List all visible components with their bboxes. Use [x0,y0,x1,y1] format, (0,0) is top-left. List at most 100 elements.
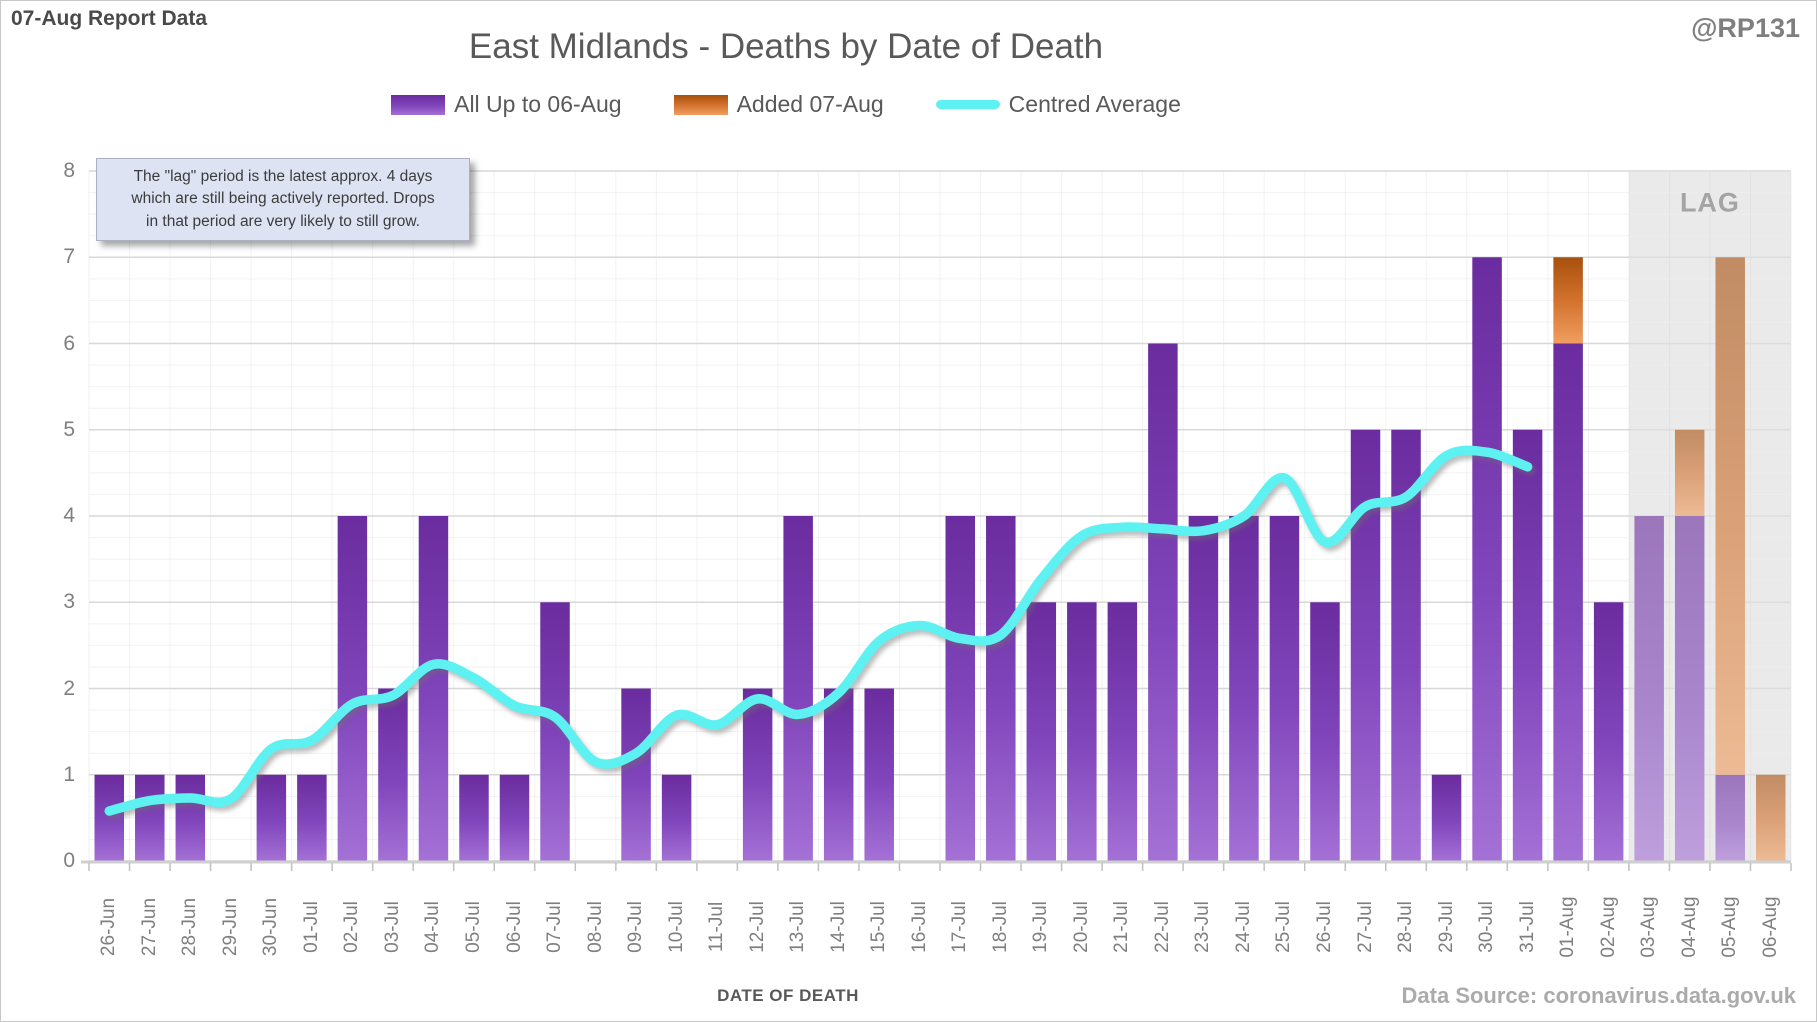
x-axis-title: DATE OF DEATH [717,986,859,1005]
x-tick-06-Aug: 06-Aug [1759,896,1781,958]
bar-purple-30-Jun [256,774,287,861]
x-tick-14-Jul: 14-Jul [827,901,849,953]
y-tick-1: 1 [63,762,75,786]
bar-purple-26-Jul [1310,602,1340,861]
bar-purple-24-Jul [1229,516,1259,861]
x-tick-27-Jun: 27-Jun [138,897,160,957]
x-tick-31-Jul: 31-Jul [1516,901,1538,953]
author-handle: @RP131 [1691,13,1800,43]
lag-region-overlay [1628,171,1791,861]
x-tick-19-Jul: 19-Jul [1030,901,1052,953]
legend-label-all-up-to: All Up to 06-Aug [454,91,622,117]
x-tick-13-Jul: 13-Jul [787,901,809,953]
bar-orange-04-Aug [1674,429,1705,516]
x-tick-17-Jul: 17-Jul [949,901,971,953]
orange-series-swatch [673,94,728,115]
bar-purple-14-Jul [823,688,854,861]
x-tick-11-Jul: 11-Jul [706,901,728,953]
x-tick-03-Aug: 03-Aug [1638,896,1660,958]
legend-item-centred-average: Centred Average [935,91,1181,118]
bar-orange-01-Aug [1553,257,1583,344]
x-tick-21-Jul: 21-Jul [1111,901,1133,953]
x-tick-05-Aug: 05-Aug [1719,896,1741,958]
x-tick-10-Jul: 10-Jul [665,901,687,953]
bar-purple-21-Jul [1107,602,1138,861]
lag-label: LAG [1679,187,1740,218]
x-tick-25-Jul: 25-Jul [1273,901,1295,953]
bar-purple-12-Jul [742,688,773,861]
bar-purple-01-Jul [297,774,327,861]
bar-purple-26-Jun [94,774,125,861]
bar-orange-06-Aug [1755,774,1786,861]
x-tick-04-Jul: 04-Jul [422,901,444,953]
data-source-label: Data Source: coronavirus.data.gov.uk [1401,983,1796,1008]
y-tick-7: 7 [63,245,75,269]
bar-purple-25-Jul [1269,516,1300,861]
bar-purple-03-Jul [378,688,408,861]
report-date-label: 07-Aug Report Data [11,7,208,30]
purple-series-swatch [391,94,446,115]
x-tick-12-Jul: 12-Jul [746,901,768,953]
bar-purple-06-Jul [499,774,530,861]
x-tick-29-Jun: 29-Jun [219,897,241,957]
y-tick-3: 3 [63,590,75,614]
bar-purple-18-Jul [986,516,1016,861]
bar-purple-27-Jun [135,774,165,861]
legend-item-added: Added 07-Aug [673,91,884,118]
x-tick-02-Aug: 02-Aug [1597,896,1619,958]
x-tick-08-Jul: 08-Jul [584,901,606,953]
bar-purple-17-Jul [945,516,976,861]
x-tick-16-Jul: 16-Jul [908,901,930,953]
x-tick-26-Jun: 26-Jun [98,897,120,957]
x-tick-30-Jun: 30-Jun [260,897,282,957]
bar-purple-15-Jul [864,688,894,861]
x-tick-28-Jul: 28-Jul [1395,901,1417,953]
bar-purple-04-Aug [1674,516,1705,861]
bar-orange-05-Aug [1715,257,1745,775]
y-tick-8: 8 [63,159,75,182]
bar-purple-23-Jul [1188,516,1219,861]
legend: All Up to 06-Aug Added 07-Aug Centred Av… [1,91,1571,118]
x-tick-20-Jul: 20-Jul [1070,901,1092,953]
y-tick-4: 4 [63,504,75,527]
y-tick-6: 6 [63,331,75,355]
bar-purple-01-Aug [1553,343,1583,861]
bar-purple-02-Aug [1593,602,1624,861]
legend-item-all-up-to: All Up to 06-Aug [391,91,622,118]
x-tick-24-Jul: 24-Jul [1232,901,1254,953]
x-tick-01-Aug: 01-Aug [1557,896,1579,958]
y-tick-5: 5 [63,417,75,441]
cyan-line-swatch [935,100,1000,109]
bar-purple-19-Jul [1026,602,1057,861]
legend-label-centred-average: Centred Average [1008,91,1181,117]
x-tick-15-Jul: 15-Jul [868,901,890,953]
x-tick-01-Jul: 01-Jul [300,901,322,953]
bar-purple-22-Jul [1148,343,1178,861]
x-tick-30-Jul: 30-Jul [1476,901,1498,953]
bar-purple-04-Jul [418,516,449,861]
lag-explanation-callout: The "lag" period is the latest approx. 4… [96,158,470,242]
bar-purple-28-Jun [175,774,206,861]
bars [94,257,1786,861]
x-tick-26-Jul: 26-Jul [1313,901,1335,953]
x-tick-06-Jul: 06-Jul [503,901,525,953]
bar-purple-05-Jul [459,774,489,861]
centred-average-line [104,445,1533,816]
bar-purple-31-Jul [1512,429,1543,861]
x-tick-05-Jul: 05-Jul [462,901,484,953]
chart-title: East Midlands - Deaths by Date of Death [468,27,1104,66]
legend-label-added: Added 07-Aug [736,91,884,117]
x-tick-29-Jul: 29-Jul [1435,901,1457,953]
x-tick-07-Jul: 07-Jul [544,901,566,953]
x-axis [81,860,1792,871]
x-tick-23-Jul: 23-Jul [1192,901,1214,953]
x-tick-04-Aug: 04-Aug [1678,896,1700,958]
x-tick-03-Jul: 03-Jul [381,901,403,953]
x-tick-28-Jun: 28-Jun [179,897,201,957]
bar-purple-13-Jul [783,516,813,861]
bar-purple-05-Aug [1715,774,1745,861]
bar-purple-02-Jul [337,516,368,861]
bar-purple-27-Jul [1350,429,1381,861]
